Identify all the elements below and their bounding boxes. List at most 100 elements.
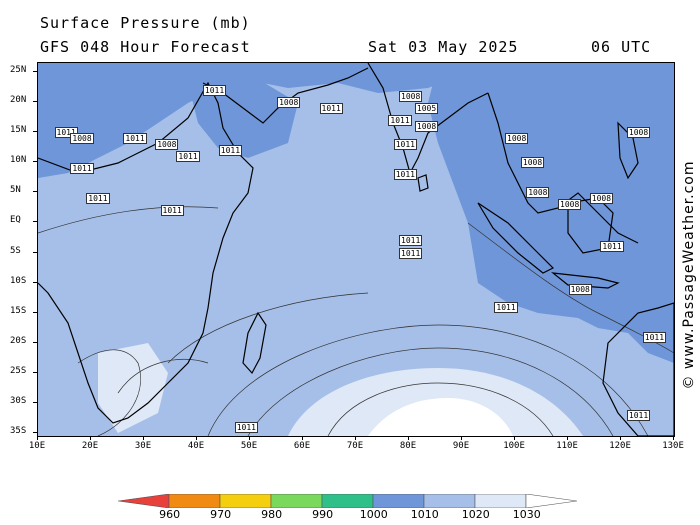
colorbar-cell (474, 494, 527, 508)
java-coastline (551, 272, 620, 289)
latitude-label: 5S (10, 245, 21, 256)
isobar-value-label: 1011 (494, 301, 518, 313)
longitude-label: 100E (503, 441, 525, 451)
latitude-tick (33, 371, 37, 373)
isobar-value-label: 1005 (414, 103, 439, 115)
longitude-label: 10E (28, 441, 46, 451)
longitude-label: 20E (81, 441, 99, 451)
colorbar-cell (270, 494, 323, 508)
high-pressure-southwest (98, 343, 168, 433)
longitude-label: 90E (452, 441, 470, 451)
isobar-value-label: 1008 (414, 121, 439, 133)
longitude-label: 60E (293, 441, 311, 451)
longitude-label: 120E (609, 441, 631, 451)
colorbar-cells (118, 494, 578, 508)
longitude-label: 130E (662, 441, 684, 451)
latitude-tick (33, 401, 37, 403)
isobar-value-label: 1008 (526, 187, 550, 199)
latitude-label: 20S (10, 335, 27, 346)
isobar-value-label: 1011 (234, 421, 258, 433)
isobar-value-label: 1008 (558, 199, 582, 211)
southeast-asia-coastline (487, 92, 639, 244)
longitude-tick (567, 436, 568, 440)
isobar-value-label: 1011 (399, 247, 423, 259)
latitude-label: 10S (10, 275, 27, 286)
isobar-value-label: 1011 (86, 193, 110, 205)
isobar-value-label: 1008 (568, 283, 592, 295)
coastlines (38, 63, 674, 436)
colorbar-cell (525, 494, 578, 508)
colorbar-tick-label: 1010 (410, 508, 439, 521)
longitude-tick (196, 436, 197, 440)
longitude-label: 70E (346, 441, 364, 451)
latitude-label: 30S (10, 395, 27, 406)
latitude-tick (33, 71, 37, 73)
high-pressure-core (368, 398, 513, 436)
colorbar-tick-label: 990 (312, 508, 334, 521)
latitude-tick (33, 131, 37, 133)
longitude-tick (37, 436, 38, 440)
africa-coastline (38, 81, 254, 424)
latitude-tick (33, 251, 37, 253)
forecast-time: 06 UTC (591, 38, 652, 56)
longitude-tick (620, 436, 621, 440)
latitude-label: 35S (10, 425, 27, 436)
isobar-value-label: 1011 (319, 103, 343, 115)
isobar-value-label: 1011 (70, 163, 94, 175)
longitude-label: 80E (399, 441, 417, 451)
sumatra-coastline (477, 202, 555, 274)
isobar-value-label: 1008 (70, 133, 94, 145)
isobar-value-label: 1008 (589, 193, 614, 205)
longitude-tick (461, 436, 462, 440)
longitude-label: 50E (240, 441, 258, 451)
latitude-tick (33, 221, 37, 223)
madagascar-coastline (242, 311, 267, 375)
latitude-tick (33, 341, 37, 343)
isobar-value-label: 1008 (277, 97, 301, 109)
latitude-tick (33, 311, 37, 313)
latitude-tick (33, 281, 37, 283)
longitude-tick (355, 436, 356, 440)
isobar-value-label: 1008 (520, 157, 545, 169)
india-coastline (367, 63, 489, 175)
latitude-label: 25S (10, 365, 27, 376)
latitude-label: 25N (10, 65, 27, 76)
isobar-value-label: 1008 (155, 139, 179, 151)
colorbar-cell (321, 494, 374, 508)
isobar-value-label: 1011 (399, 235, 423, 247)
australia-coastline (602, 302, 674, 436)
forecast-label: GFS 048 Hour Forecast (40, 38, 251, 56)
isobar-value-label: 1011 (600, 241, 624, 253)
isobar-value-label: 1011 (393, 169, 417, 181)
longitude-tick (514, 436, 515, 440)
latitude-label: 15S (10, 305, 27, 316)
colorbar-tick-label: 980 (261, 508, 283, 521)
longitude-label: 110E (556, 441, 578, 451)
longitude-tick (249, 436, 250, 440)
latitude-tick (33, 161, 37, 163)
latitude-label: 10N (10, 155, 27, 166)
longitude-tick (90, 436, 91, 440)
isobar-value-label: 1011 (160, 205, 184, 217)
colorbar-cell (118, 494, 170, 508)
latitude-tick (33, 191, 37, 193)
colorbar-cell (372, 494, 425, 508)
colorbar-cell (423, 494, 476, 508)
isobar-value-label: 1011 (202, 85, 227, 97)
colorbar-tick-label: 970 (210, 508, 232, 521)
latitude-tick (33, 431, 37, 433)
latitude-label: 20N (10, 95, 27, 106)
low-pressure-maritime-region (428, 63, 674, 363)
latitude-label: EQ (10, 215, 21, 226)
website-credit: © www.PassageWeather.com (680, 150, 698, 400)
colorbar-cell (168, 494, 221, 508)
isobar-value-label: 1011 (393, 139, 417, 151)
isobar-value-label: 1011 (642, 331, 667, 343)
colorbar-cell (219, 494, 272, 508)
longitude-tick (673, 436, 674, 440)
pressure-map[interactable]: 1011 1008 1011 1008 1011 1005 1008 1011 1008 1011… (37, 62, 675, 437)
longitude-tick (143, 436, 144, 440)
isobar-value-label: 1011 (218, 145, 243, 157)
longitude-tick (408, 436, 409, 440)
longitude-label: 30E (134, 441, 152, 451)
